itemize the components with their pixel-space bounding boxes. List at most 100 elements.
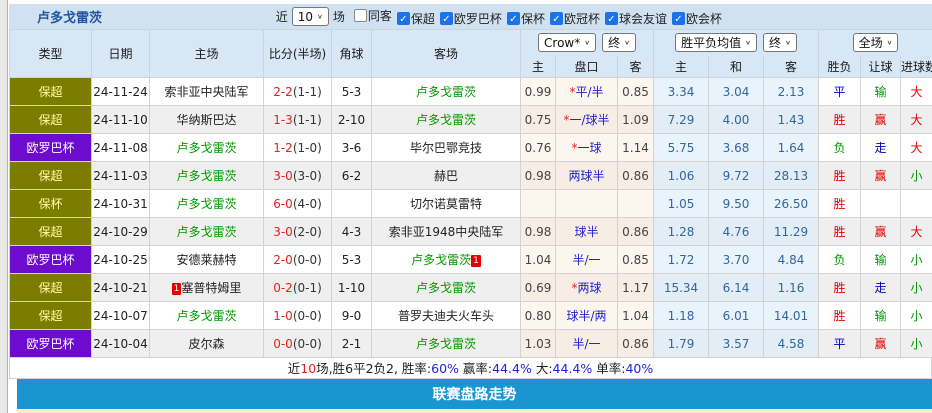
filter-label: 球会友谊 (618, 11, 667, 26)
europe-away-odds-cell: 28.13 (762, 161, 820, 190)
result-cell: 胜 (818, 189, 862, 218)
filter-label: 欧罗巴杯 (453, 11, 502, 26)
corner-cell: 3-6 (331, 133, 372, 162)
checkbox-icon[interactable] (353, 8, 367, 22)
score-cell: 3-0(3-0) (263, 161, 332, 190)
europe-away-odds-cell: 1.16 (762, 273, 820, 302)
home-team-cell: 安德莱赫特 (149, 245, 264, 274)
corner-cell: 6-2 (331, 161, 372, 190)
goals-result-cell: 小 (900, 245, 932, 274)
asian-away-odds-cell: 0.85 (617, 77, 654, 106)
corner-cell: 9-0 (331, 301, 372, 330)
asian-home-odds-cell: 0.80 (520, 301, 556, 330)
goals-result-cell (900, 189, 932, 218)
checkbox-icon[interactable]: ✓ (549, 11, 563, 25)
checkbox-icon[interactable]: ✓ (439, 11, 453, 25)
result-cell: 平 (818, 329, 862, 358)
match-type-cell: 保超 (9, 77, 92, 106)
odds-time-select[interactable]: 终 ∨ (602, 33, 636, 53)
handicap-text: 平/半 (575, 85, 604, 99)
asian-home-odds-cell: 1.03 (520, 329, 556, 358)
europe-draw-odds-cell: 4.76 (708, 217, 764, 246)
fulltime-score: 1-3 (273, 112, 293, 127)
asian-away-odds-cell: 1.04 (617, 301, 654, 330)
filter-checkbox-球会友谊[interactable]: ✓ 球会友谊 (604, 10, 667, 27)
summary-line: 近10场,胜6平2负2, 胜率:60% 赢率:44.4% 大:44.4% 单率:… (9, 358, 932, 379)
europe-home-odds-cell: 1.05 (653, 189, 709, 218)
checkbox-icon[interactable]: ✓ (396, 11, 410, 25)
match-row[interactable]: 保超 24-11-10 华纳斯巴达 1-3(1-1) 2-10 卢多戈雷茨 0.… (9, 105, 932, 134)
handicap-text: 一球 (577, 141, 602, 155)
checkbox-icon[interactable]: ✓ (506, 11, 520, 25)
match-type-cell: 欧罗巴杯 (9, 245, 92, 274)
filter-label: 欧冠杯 (563, 11, 600, 26)
summary-segment: 44.4% (552, 361, 593, 376)
odds-company-select[interactable]: Crow* ∨ (538, 33, 597, 53)
halftime-score: (2-0) (292, 224, 322, 239)
filter-checkbox-欧会杯[interactable]: ✓ 欧会杯 (671, 10, 722, 27)
match-row[interactable]: 保超 24-10-07 卢多戈雷茨 1-0(0-0) 9-0 普罗夫迪夫火车头 … (9, 301, 932, 330)
summary-segment: 10 (300, 361, 317, 376)
match-row[interactable]: 保超 24-11-24 索非亚中央陆军 2-2(1-1) 5-3 卢多戈雷茨 0… (9, 77, 932, 106)
let-ball-result-cell: 赢 (860, 161, 902, 190)
let-ball-result-cell: 赢 (860, 105, 902, 134)
europe-time-select[interactable]: 终 ∨ (763, 33, 797, 53)
asian-away-odds-cell: 0.85 (617, 245, 654, 274)
filter-checkbox-保杯[interactable]: ✓ 保杯 (506, 10, 545, 27)
match-row[interactable]: 保超 24-11-03 卢多戈雷茨 3-0(3-0) 6-2 赫巴 0.98 两… (9, 161, 932, 190)
match-row[interactable]: 保超 24-10-29 卢多戈雷茨 3-0(2-0) 4-3 索非亚1948中央… (9, 217, 932, 246)
summary-segment: 60% (431, 361, 459, 376)
col-header-home: 主场 (149, 29, 264, 78)
europe-home-odds-cell: 1.72 (653, 245, 709, 274)
away-team-cell: 切尔诺莫雷特 (371, 189, 521, 218)
matches-table: 类型 日期 主场 比分(半场) 角球 客场 Crow* ∨ 终 (9, 29, 932, 358)
asian-home-odds-cell: 0.99 (520, 77, 556, 106)
checkbox-icon[interactable]: ✓ (671, 11, 685, 25)
corner-cell (331, 189, 372, 218)
filter-checkbox-保超[interactable]: ✓ 保超 (396, 10, 435, 27)
result-cell: 平 (818, 77, 862, 106)
match-date-cell: 24-10-25 (91, 245, 150, 274)
recent-count-value: 10 (297, 9, 314, 24)
match-row[interactable]: 欧罗巴杯 24-10-25 安德莱赫特 2-0(0-0) 5-3 卢多戈雷茨 1 … (9, 245, 932, 274)
europe-odds-select[interactable]: 胜平负均值 ∨ (675, 33, 758, 53)
table-body: 保超 24-11-24 索非亚中央陆军 2-2(1-1) 5-3 卢多戈雷茨 0… (9, 77, 932, 358)
home-badge: 1 (171, 283, 182, 295)
halftime-score: (1-1) (292, 84, 322, 99)
halftime-score: (1-0) (292, 140, 322, 155)
home-team-cell: 卢多戈雷茨 (149, 161, 264, 190)
asian-home-odds-cell: 1.04 (520, 245, 556, 274)
away-team-cell: 赫巴 (371, 161, 521, 190)
let-ball-result-cell: 输 (860, 245, 902, 274)
goals-scope-select[interactable]: 全场 ∨ (852, 33, 899, 53)
handicap-text: 一/球半 (569, 113, 610, 127)
match-row[interactable]: 保超 24-10-21 1 塞普特姆里 0-2(0-1) 1-10 卢多戈雷茨 0… (9, 273, 932, 302)
match-date-cell: 24-11-10 (91, 105, 150, 134)
checkbox-icon[interactable]: ✓ (604, 11, 618, 25)
filter-checkbox-欧罗巴杯[interactable]: ✓ 欧罗巴杯 (439, 10, 502, 27)
handicap-star: * (571, 141, 578, 155)
asian-away-odds-cell (617, 189, 654, 218)
recent-count-select[interactable]: 10 ∨ (291, 7, 329, 26)
match-row[interactable]: 欧罗巴杯 24-10-04 皮尔森 0-0(0-0) 2-1 卢多戈雷茨 1.0… (9, 329, 932, 358)
filter-bar: 近 10 ∨ 场 同客 ✓ 保超 ✓ 欧罗巴杯 ✓ 保杯 ✓ 欧冠杯 ✓ 球会友谊 ✓ 欧会杯 (276, 7, 722, 27)
summary-segment: 赢率: (458, 361, 493, 376)
subheader-asian-home: 主 (520, 55, 556, 78)
recent-suffix-label: 场 (332, 10, 345, 24)
filter-checkbox-list: 同客 ✓ 保超 ✓ 欧罗巴杯 ✓ 保杯 ✓ 欧冠杯 ✓ 球会友谊 ✓ 欧会杯 (349, 7, 722, 27)
team-title: 卢多戈雷茨 (37, 11, 103, 26)
handicap-star: * (571, 281, 578, 295)
match-row[interactable]: 保杯 24-10-31 卢多戈雷茨 6-0(4-0) 切尔诺莫雷特 1.05 9… (9, 189, 932, 218)
filter-checkbox-欧冠杯[interactable]: ✓ 欧冠杯 (549, 10, 600, 27)
asian-away-odds-cell: 0.86 (617, 217, 654, 246)
filter-checkbox-同客[interactable]: 同客 (353, 7, 392, 24)
match-row[interactable]: 欧罗巴杯 24-11-08 卢多戈雷茨 1-2(1-0) 3-6 毕尔巴鄂竞技 … (9, 133, 932, 162)
col-header-type: 类型 (9, 29, 92, 78)
result-cell: 负 (818, 133, 862, 162)
europe-odds-group-header: 胜平负均值 ∨ 终 ∨ (652, 29, 820, 56)
filter-label: 保杯 (520, 11, 545, 26)
score-cell: 1-0(0-0) (263, 301, 332, 330)
europe-home-odds-cell: 1.28 (653, 217, 709, 246)
halftime-score: (4-0) (292, 196, 322, 211)
europe-away-odds-cell: 2.13 (762, 77, 820, 106)
